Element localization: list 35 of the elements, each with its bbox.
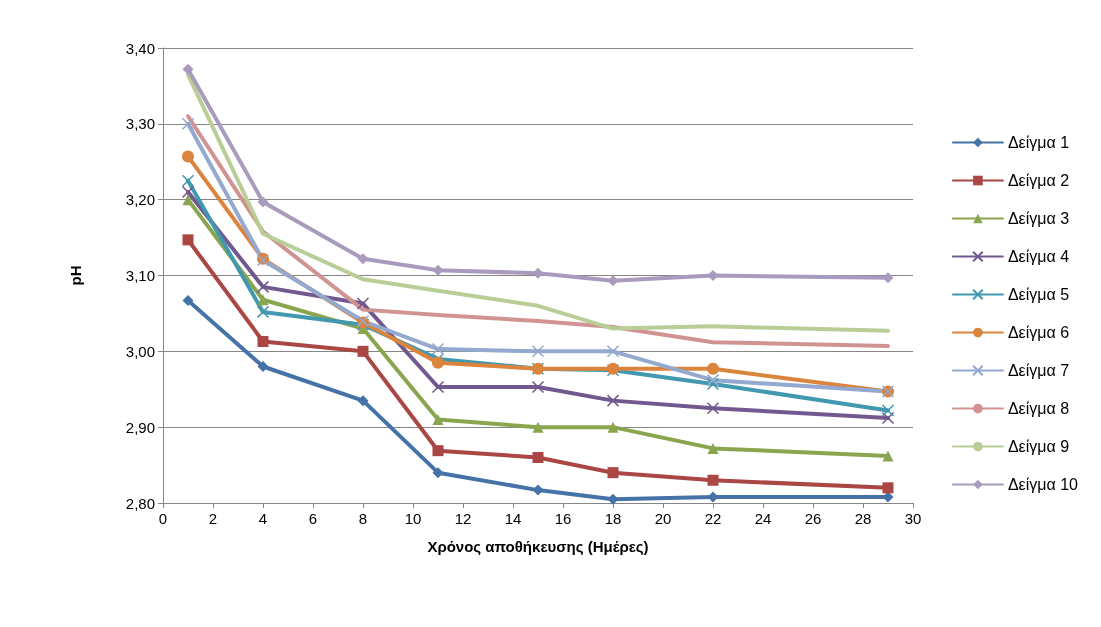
x-tick-label: 30 xyxy=(904,510,922,527)
y-tick-label: 3,20 xyxy=(125,191,155,209)
x-tick-label: 18 xyxy=(604,510,622,527)
y-tick-label: 3,10 xyxy=(125,267,155,284)
x-tick-label: 12 xyxy=(454,510,472,527)
legend-label: Δείγμα 6 xyxy=(1007,324,1070,341)
x-axis-title: Χρόνος αποθήκευσης (Ημέρες) xyxy=(427,538,649,555)
legend-label: Δείγμα 8 xyxy=(1007,400,1070,417)
x-tick-label: 16 xyxy=(554,510,572,527)
legend-label: Δείγμα 9 xyxy=(1007,438,1070,455)
y-tick-label: 2,90 xyxy=(125,418,155,436)
legend-label: Δείγμα 10 xyxy=(1007,476,1079,493)
y-axis-title: pH xyxy=(67,265,84,286)
y-tick-label: 3,00 xyxy=(125,342,155,360)
x-tick-label: 20 xyxy=(654,510,672,527)
y-tick-label: 3,40 xyxy=(125,39,155,57)
x-tick-label: 4 xyxy=(258,510,268,527)
x-tick-label: 22 xyxy=(704,510,722,527)
x-tick-label: 26 xyxy=(804,510,822,527)
legend-label: Δείγμα 1 xyxy=(1007,134,1070,151)
x-tick-label: 10 xyxy=(404,510,422,527)
x-tick-label: 24 xyxy=(754,510,772,527)
x-tick-label: 14 xyxy=(504,510,522,527)
x-tick-label: 8 xyxy=(358,510,368,527)
y-tick-label: 2,80 xyxy=(125,494,155,512)
legend-label: Δείγμα 7 xyxy=(1007,362,1070,379)
legend-label: Δείγμα 4 xyxy=(1007,248,1070,265)
x-tick-label: 6 xyxy=(308,510,318,527)
legend-label: Δείγμα 5 xyxy=(1007,286,1070,303)
legend-label: Δείγμα 3 xyxy=(1007,210,1070,227)
y-tick-label: 3,30 xyxy=(125,115,155,133)
x-tick-label: 2 xyxy=(208,510,218,527)
x-tick-label: 0 xyxy=(158,510,168,527)
legend-label: Δείγμα 2 xyxy=(1007,172,1070,189)
x-tick-label: 28 xyxy=(854,510,872,527)
